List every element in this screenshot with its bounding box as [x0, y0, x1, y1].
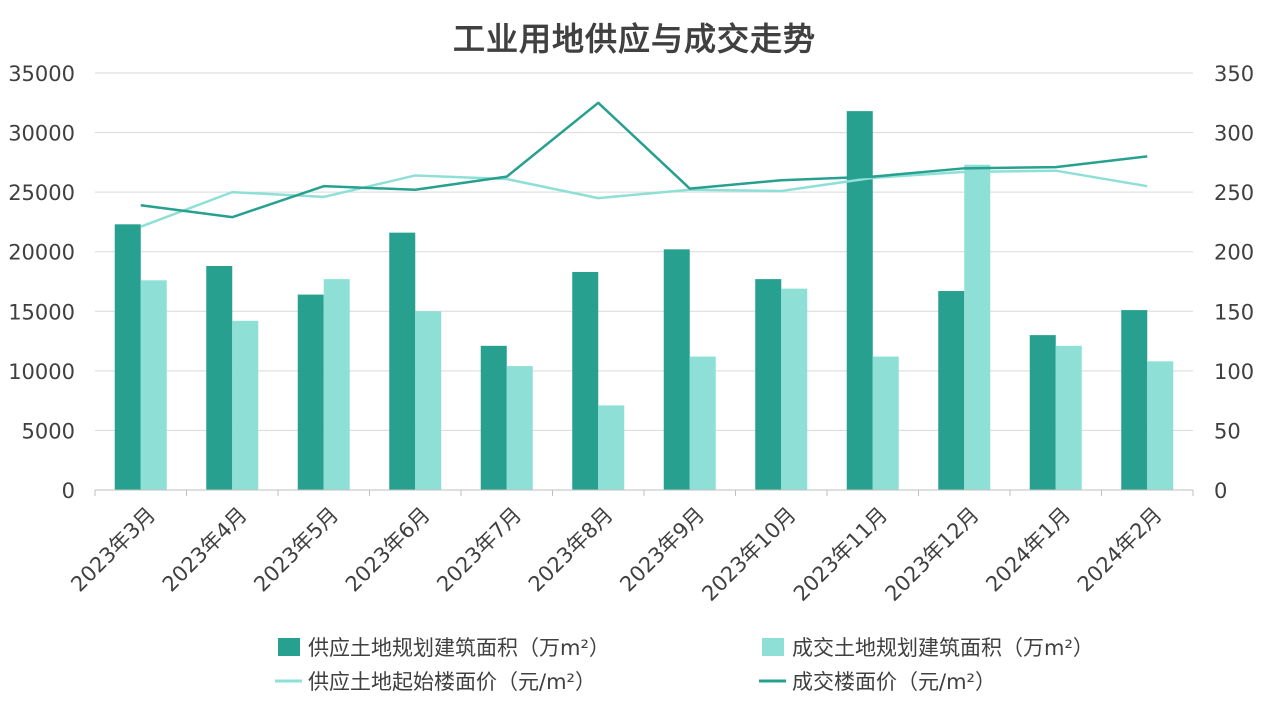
legend-item: 成交土地规划建筑面积（万m²）: [762, 636, 1094, 660]
y-left-tick-label: 35000: [8, 62, 75, 86]
axis-layer: 0 5000 10000 15000 20000 25000 30000 35000 0 50 10…: [8, 62, 1254, 606]
legend: 供应土地规划建筑面积（万m²） 成交土地规划建筑面积（万m²） 供应土地起始楼面价（…: [275, 636, 1094, 694]
bar-supply-area: [572, 271, 599, 490]
y-left-tick-label: 20000: [8, 241, 75, 265]
line-deal-price: [140, 101, 1148, 219]
bar-supply-area: [480, 345, 507, 490]
bar-deal-area: [872, 356, 899, 490]
bar-supply-area: [1029, 335, 1056, 490]
y-right-tick-label: 250: [1214, 181, 1254, 205]
legend-label: 成交楼面价（元/m²）: [792, 670, 996, 694]
bar-deal-area: [415, 311, 442, 490]
y-right-tick-label: 350: [1214, 62, 1254, 86]
y-right-tick-label: 300: [1214, 122, 1254, 146]
bar-supply-area: [846, 111, 873, 490]
x-tick-label: 2023年5月: [249, 503, 343, 597]
chart-title: 工业用地供应与成交走势: [452, 20, 816, 58]
y-left-tick-label: 30000: [8, 122, 75, 146]
x-tick-label: 2023年12月: [880, 503, 983, 606]
x-tick-label: 2024年2月: [1073, 503, 1167, 597]
bar-supply-area: [114, 224, 141, 490]
x-tick-label: 2023年11月: [789, 503, 892, 606]
bar-supply-area: [206, 266, 233, 490]
legend-label: 供应土地起始楼面价（元/m²）: [308, 670, 596, 694]
legend-item: 供应土地起始楼面价（元/m²）: [275, 670, 596, 694]
y-right-tick-label: 50: [1214, 419, 1241, 443]
bar-deal-area: [1055, 345, 1082, 490]
bar-supply-area: [297, 294, 324, 490]
y-left-tick-label: 0: [62, 479, 75, 503]
bar-deal-area: [598, 405, 625, 490]
legend-swatch: [278, 638, 300, 656]
bar-supply-area: [755, 279, 782, 490]
bar-layer: [114, 111, 1174, 491]
line-supply-price: [140, 169, 1148, 228]
bar-supply-area: [1121, 310, 1148, 490]
x-tick-label: 2023年10月: [697, 503, 800, 606]
bar-supply-area: [938, 291, 965, 490]
bar-deal-area: [232, 320, 259, 490]
bar-deal-area: [689, 356, 716, 490]
x-tick-label: 2023年8月: [524, 503, 618, 597]
legend-swatch: [762, 638, 784, 656]
x-tick-label: 2024年1月: [981, 503, 1075, 597]
bar-deal-area: [781, 288, 808, 490]
x-tick-label: 2023年3月: [66, 503, 160, 597]
bar-supply-area: [389, 232, 416, 490]
y-right-tick-label: 200: [1214, 241, 1254, 265]
y-left-tick-label: 25000: [8, 181, 75, 205]
y-left-tick-label: 15000: [8, 300, 75, 324]
y-left-tick-label: 5000: [22, 419, 75, 443]
y-right-tick-label: 150: [1214, 300, 1254, 324]
y-left-tick-label: 10000: [8, 360, 75, 384]
bar-deal-area: [140, 280, 167, 490]
legend-item: 成交楼面价（元/m²）: [759, 670, 996, 694]
legend-label: 供应土地规划建筑面积（万m²）: [308, 636, 610, 660]
y-right-tick-label: 0: [1214, 479, 1227, 503]
bar-supply-area: [663, 249, 690, 490]
bar-deal-area: [506, 366, 533, 490]
grid-lines: [95, 72, 1193, 431]
legend-item: 供应土地规划建筑面积（万m²）: [278, 636, 610, 660]
x-tick-label: 2023年9月: [615, 503, 709, 597]
x-tick-label: 2023年6月: [341, 503, 435, 597]
legend-label: 成交土地规划建筑面积（万m²）: [792, 636, 1094, 660]
x-tick-label: 2023年7月: [432, 503, 526, 597]
bar-deal-area: [1147, 361, 1174, 490]
bar-deal-area: [964, 164, 991, 491]
x-tick-label: 2023年4月: [158, 503, 252, 597]
line-layer: [140, 101, 1148, 228]
bar-deal-area: [323, 279, 350, 490]
y-right-tick-label: 100: [1214, 360, 1254, 384]
